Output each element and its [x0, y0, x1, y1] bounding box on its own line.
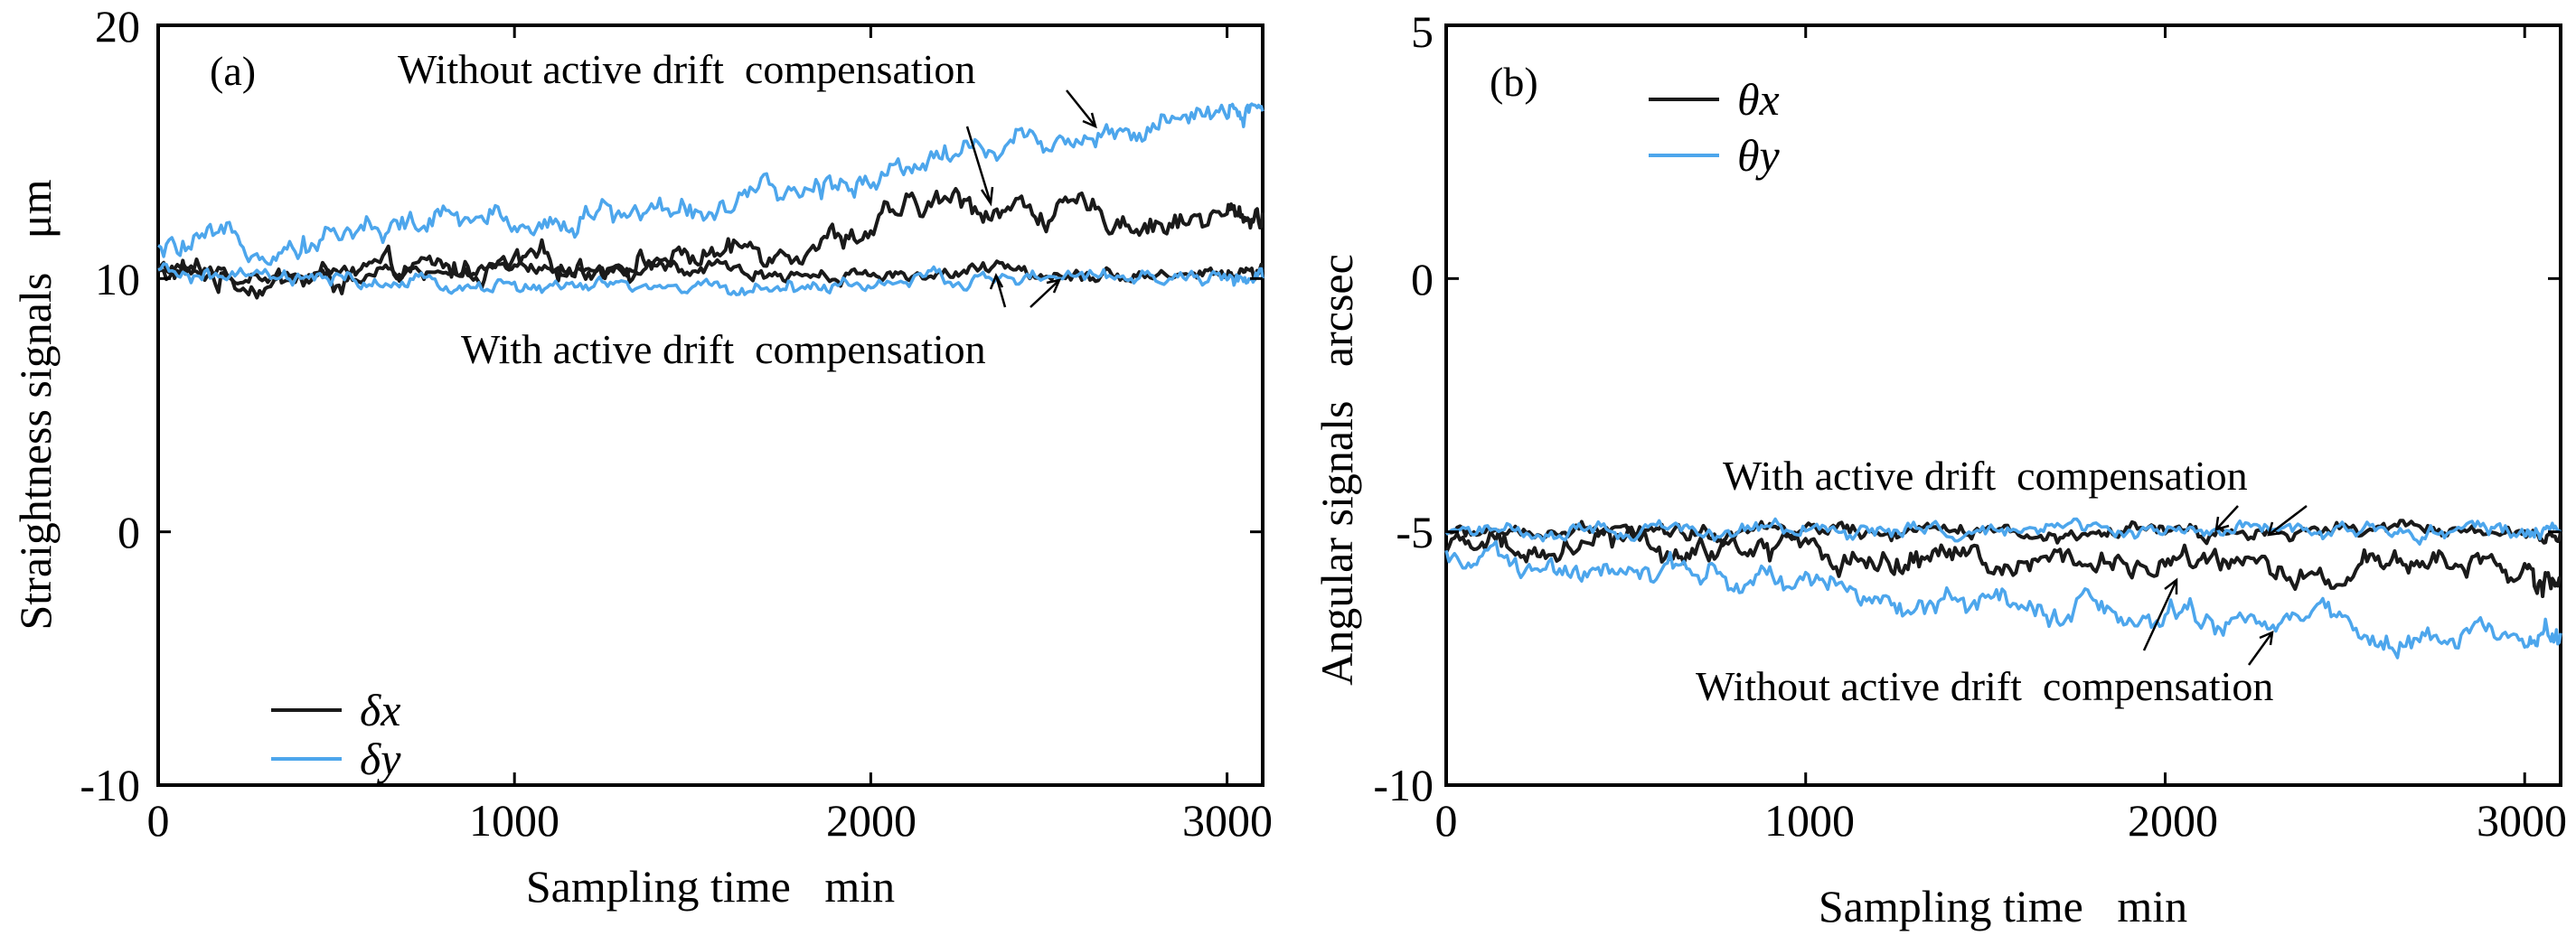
plot-frame-a: [156, 23, 1264, 787]
y-tick-label: -5: [1396, 507, 1434, 557]
arrow-with-thy-b: [2268, 505, 2308, 536]
annotation-without-b: Without active drift compensation: [1696, 663, 2273, 709]
series-line-dx-without-comp-a: [156, 187, 1264, 300]
arrowhead-with-thy-b: [2267, 521, 2282, 537]
ticks-a: [156, 23, 1263, 787]
x-tick-label: 2000: [826, 795, 917, 846]
arrow-without-thx-b: [2142, 579, 2178, 651]
series-group-a: [156, 102, 1264, 300]
y-tick-label: 5: [1411, 6, 1434, 57]
y-tick-label: 20: [95, 1, 140, 51]
panel-tag-a: (a): [210, 48, 256, 94]
x-tick-label: 1000: [469, 795, 559, 846]
x-tick-label: 0: [147, 795, 170, 846]
series-group-b: [1444, 517, 2562, 660]
series-line-dy-with-comp-a: [157, 262, 1264, 296]
arrowhead-without-thx-b: [2164, 577, 2178, 594]
arrow-with-thx-b: [2215, 505, 2239, 530]
x-tick-label: 3000: [2477, 795, 2567, 846]
annotation-without-a: Without active drift compensation: [398, 46, 975, 92]
arrow-without-dy-a: [1066, 89, 1096, 127]
y-axis-label-b: Angular signals arcsec: [1312, 254, 1362, 686]
panel-tag-b: (b): [1490, 59, 1538, 105]
arrowhead-with-thx-b: [2214, 516, 2230, 531]
arrowhead-without-dx-a: [980, 186, 994, 207]
x-tick-label: 1000: [1764, 795, 1855, 846]
x-tick-label: 2000: [2128, 795, 2218, 846]
arrowhead-without-thy-b: [2259, 630, 2274, 646]
legend-label-dy: δy: [360, 734, 401, 784]
legend-label-thy: θy: [1737, 130, 1781, 181]
legend-label-thx: θx: [1737, 74, 1780, 125]
plot-frame-b: [1444, 23, 2562, 787]
annotation-with-b: With active drift compensation: [1723, 453, 2248, 499]
x-axis-label-b: Sampling time min: [1819, 881, 2187, 931]
y-axis-label-a: Straightness signals μm: [10, 179, 61, 630]
arrowhead-with-dx-a: [989, 273, 1004, 290]
arrow-with-dy-a: [1029, 279, 1060, 308]
y-tick-label: 10: [95, 254, 140, 304]
ticks-b: [1444, 23, 2561, 787]
series-line-dy-without-comp-a: [156, 102, 1264, 267]
arrow-with-dx-a: [994, 275, 1007, 308]
panel-b-angular: 0 1000 2000 3000 -10 -5 0 5 Sampling tim…: [1312, 6, 2567, 931]
x-tick-label: 0: [1435, 795, 1458, 846]
arrowhead-with-dy-a: [1046, 278, 1062, 294]
y-tick-label: 0: [118, 507, 140, 557]
panel-a-straightness: 0 1000 2000 3000 -10 0 10 20 Sampling ti…: [10, 1, 1273, 912]
x-axis-label-a: Sampling time min: [526, 861, 895, 912]
y-tick-label: 0: [1411, 254, 1434, 304]
y-tick-label: -10: [1373, 760, 1434, 810]
arrow-without-dx-a: [965, 126, 992, 204]
series-line-thy-with-comp-b: [1444, 517, 2562, 546]
y-tick-label: -10: [80, 760, 140, 810]
arrow-without-thy-b: [2247, 632, 2274, 666]
series-line-thy-without-comp-b: [1444, 539, 2562, 660]
legend-label-dx: δx: [360, 685, 400, 735]
x-tick-label: 3000: [1182, 795, 1273, 846]
arrowhead-without-dy-a: [1082, 112, 1097, 129]
series-line-thx-without-comp-b: [1444, 525, 2562, 598]
annotation-with-a: With active drift compensation: [461, 326, 986, 372]
